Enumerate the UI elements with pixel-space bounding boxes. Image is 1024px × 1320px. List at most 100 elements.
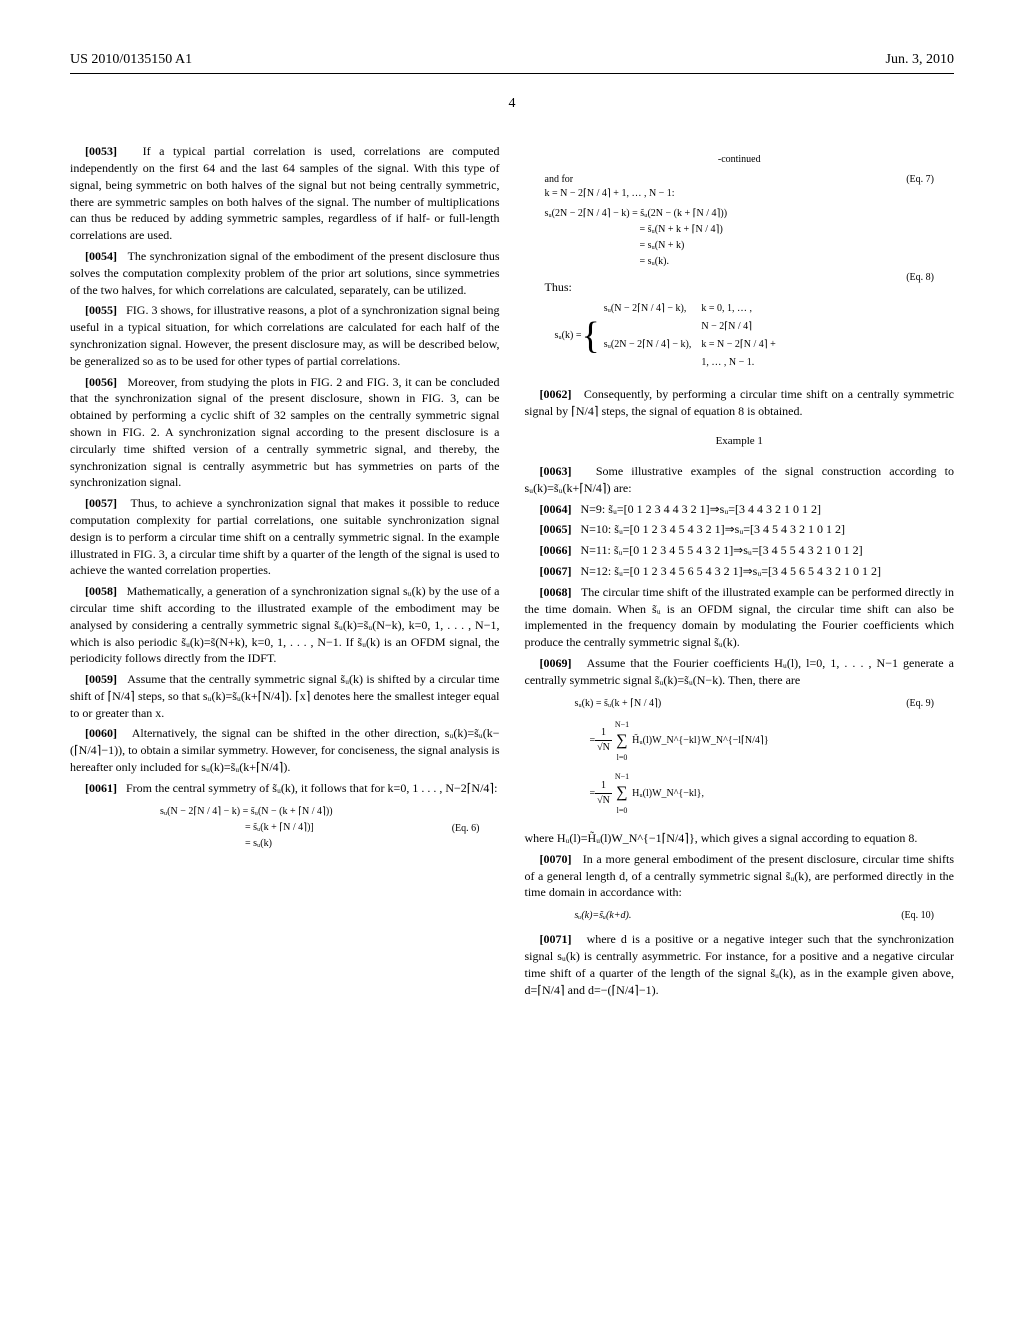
- sum-upper: N−1: [615, 771, 629, 782]
- sum-icon: N−1 ∑ l=0: [615, 719, 629, 764]
- para-text: Assume that the Fourier coefficients Hᵤ(…: [525, 656, 955, 687]
- para-num: [0061]: [85, 781, 117, 795]
- equation-7: sᵤ(2N − 2⌈N / 4⌉ − k) = s̃ᵤ(2N − (k + ⌈N…: [545, 207, 955, 269]
- eq-line: sᵤ(k) = s̃ᵤ(k + ⌈N / 4⌉): [575, 697, 662, 711]
- para-55: [0055] FIG. 3 shows, for illustrative re…: [70, 302, 500, 369]
- para-num: [0068]: [540, 585, 572, 599]
- para-69: [0069] Assume that the Fourier coefficie…: [525, 655, 955, 689]
- continued-label: -continued: [525, 153, 955, 167]
- para-num: [0054]: [85, 249, 117, 263]
- para-text: In a more general embodiment of the pres…: [525, 852, 955, 900]
- eq-cond: 1, … , N − 1.: [701, 354, 775, 372]
- para-70: [0070] In a more general embodiment of t…: [525, 851, 955, 901]
- eq-tail: Hᵤ(l)W_N^{−kl},: [632, 787, 704, 801]
- para-67: [0067] N=12: s̃ᵤ=[0 1 2 3 4 5 6 5 4 3 2 …: [525, 563, 955, 580]
- para-text: N=12: s̃ᵤ=[0 1 2 3 4 5 6 5 4 3 2 1]⇒sᵤ=[…: [581, 564, 882, 578]
- para-58: [0058] Mathematically, a generation of a…: [70, 583, 500, 667]
- para-num: [0063]: [540, 464, 572, 478]
- para-text: Mathematically, a generation of a synchr…: [70, 584, 500, 665]
- para-text: where d is a positive or a negative inte…: [525, 932, 955, 996]
- para-num: [0065]: [540, 522, 572, 536]
- frac-den: √N: [595, 794, 612, 808]
- brace-content: sᵤ(N − 2⌈N / 4⌉ − k), k = 0, 1, … , N − …: [604, 300, 776, 372]
- sigma-icon: ∑: [615, 730, 629, 752]
- para-68: [0068] The circular time shift of the il…: [525, 584, 955, 651]
- para-text: If a typical partial correlation is used…: [70, 144, 500, 242]
- para-num: [0059]: [85, 672, 117, 686]
- eq-label: (Eq. 6): [452, 822, 500, 836]
- eq-body: sᵤ(N − 2⌈N / 4⌉ − k) = s̃ᵤ(N − (k + ⌈N /…: [160, 805, 333, 853]
- para-text: N=9: s̃ᵤ=[0 1 2 3 4 4 3 2 1]⇒sᵤ=[3 4 4 3…: [581, 502, 822, 516]
- eq-label: (Eq. 7): [906, 173, 954, 187]
- eq-cond: N − 2⌈N / 4⌉: [701, 318, 752, 336]
- eq-line: sᵤ(2N − 2⌈N / 4⌉ − k) = s̃ᵤ(2N − (k + ⌈N…: [545, 207, 955, 221]
- equation-8: sᵤ(k) = { sᵤ(N − 2⌈N / 4⌉ − k), k = 0, 1…: [555, 300, 955, 372]
- eq-label: (Eq. 10): [901, 909, 954, 923]
- eq7-k: k = N − 2⌈N / 4⌉ + 1, … , N − 1:: [545, 187, 955, 201]
- para-64: [0064] N=9: s̃ᵤ=[0 1 2 3 4 4 3 2 1]⇒sᵤ=[…: [525, 501, 955, 518]
- page-number: 4: [70, 94, 954, 114]
- para-num: [0069]: [540, 656, 572, 670]
- para-num: [0066]: [540, 543, 572, 557]
- equation-10: sᵤ(k)=s̃ᵤ(k+d). (Eq. 10): [565, 909, 955, 923]
- para-text: FIG. 3 shows, for illustrative reasons, …: [70, 303, 500, 367]
- para-text: Thus, to achieve a synchronization signa…: [70, 496, 500, 577]
- para-num: [0053]: [85, 144, 117, 158]
- para-56: [0056] Moreover, from studying the plots…: [70, 374, 500, 492]
- frac-den: √N: [595, 741, 612, 755]
- para-text: Alternatively, the signal can be shifted…: [70, 726, 500, 774]
- thus-label: Thus:: [545, 279, 572, 296]
- para-num: [0070]: [540, 852, 572, 866]
- para-62: [0062] Consequently, by performing a cir…: [525, 386, 955, 420]
- eq-cond: k = N − 2⌈N / 4⌉ +: [701, 336, 775, 354]
- content-columns: [0053] If a typical partial correlation …: [70, 143, 954, 1002]
- eq-line: = s̃ᵤ(k + ⌈N / 4⌉)]: [160, 821, 333, 835]
- para-53: [0053] If a typical partial correlation …: [70, 143, 500, 244]
- para-text: From the central symmetry of s̃ᵤ(k), it …: [126, 781, 497, 795]
- para-66: [0066] N=11: s̃ᵤ=[0 1 2 3 4 5 5 4 3 2 1]…: [525, 542, 955, 559]
- brace-icon: {: [581, 317, 599, 355]
- para-text: Moreover, from studying the plots in FIG…: [70, 375, 500, 490]
- sum-upper: N−1: [615, 719, 629, 730]
- para-num: [0056]: [85, 375, 117, 389]
- thus-row: Thus: (Eq. 8): [525, 271, 955, 300]
- eq-line: sᵤ(N − 2⌈N / 4⌉ − k) = s̃ᵤ(N − (k + ⌈N /…: [160, 805, 333, 819]
- para-num: [0060]: [85, 726, 117, 740]
- para-text: Assume that the centrally symmetric sign…: [70, 672, 500, 720]
- fraction: 1 √N: [595, 779, 612, 808]
- para-num: [0058]: [85, 584, 117, 598]
- eq-tail: H̃ᵤ(l)W_N^{−kl}W_N^{−l⌈N/4⌉}: [632, 734, 768, 748]
- sigma-icon: ∑: [615, 782, 629, 804]
- para-num: [0067]: [540, 564, 572, 578]
- eq-label: (Eq. 9): [906, 697, 954, 711]
- sum-lower: l=0: [615, 805, 629, 816]
- para-text: The synchronization signal of the embodi…: [70, 249, 500, 297]
- equation-9: sᵤ(k) = s̃ᵤ(k + ⌈N / 4⌉) (Eq. 9): [565, 697, 955, 711]
- left-column: [0053] If a typical partial correlation …: [70, 143, 500, 1002]
- eq-case: sᵤ(2N − 2⌈N / 4⌉ − k),: [604, 336, 692, 372]
- page-header: US 2010/0135150 A1 Jun. 3, 2010: [70, 50, 954, 74]
- para-71: [0071] where d is a positive or a negati…: [525, 931, 955, 998]
- eq9-line2: = 1 √N N−1 ∑ l=0 H̃ᵤ(l)W_N^{−kl}W_N^{−l⌈…: [590, 719, 955, 764]
- where-text: where Hᵤ(l)=H̃ᵤ(l)W_N^{−1⌈N/4⌉}, which g…: [525, 830, 955, 847]
- eq9-line3: = 1 √N N−1 ∑ l=0 Hᵤ(l)W_N^{−kl},: [590, 771, 955, 816]
- eq-label: (Eq. 8): [906, 271, 954, 300]
- para-61: [0061] From the central symmetry of s̃ᵤ(…: [70, 780, 500, 797]
- para-59: [0059] Assume that the centrally symmetr…: [70, 671, 500, 721]
- para-57: [0057] Thus, to achieve a synchronizatio…: [70, 495, 500, 579]
- eq-intro: and for: [545, 173, 574, 187]
- eq-line: = sᵤ(k): [160, 837, 333, 851]
- sum-lower: l=0: [615, 752, 629, 763]
- para-63: [0063] Some illustrative examples of the…: [525, 463, 955, 497]
- eq-lhs: sᵤ(k) =: [555, 329, 582, 343]
- eq-line: = sᵤ(k).: [545, 255, 955, 269]
- para-num: [0071]: [540, 932, 572, 946]
- para-text: The circular time shift of the illustrat…: [525, 585, 955, 649]
- sum-icon: N−1 ∑ l=0: [615, 771, 629, 816]
- eq-line: = sᵤ(N + k): [545, 239, 955, 253]
- eq7-header: and for (Eq. 7): [525, 173, 955, 187]
- para-num: [0057]: [85, 496, 117, 510]
- pub-number: US 2010/0135150 A1: [70, 50, 192, 70]
- example-heading: Example 1: [525, 434, 955, 449]
- para-num: [0055]: [85, 303, 117, 317]
